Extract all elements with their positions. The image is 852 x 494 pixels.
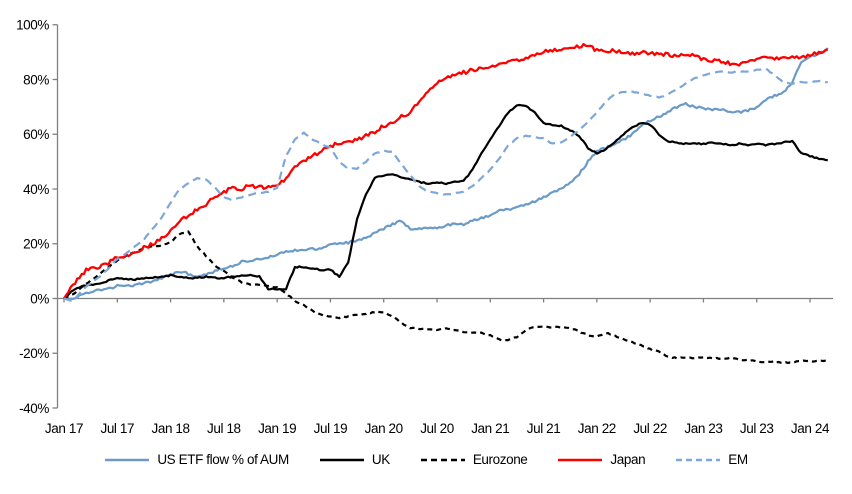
chart-svg: 100% 80% 60% 40% 20% 0% -20% -40% Jan 17 Jul 17 Ja… [16,18,833,436]
legend-line-eurozone-icon [420,458,465,461]
y-tick-label: -20% [19,346,49,361]
x-tick-label: Jan 20 [365,421,403,436]
x-tick-label: Jan 22 [578,421,616,436]
x-tick-label: Jan 23 [684,421,722,436]
legend-item-eurozone: Eurozone [420,452,528,467]
series-line-4 [63,67,828,302]
series-line-3 [63,42,829,300]
x-tick-label: Jul 23 [740,421,774,436]
y-tick-label: 0% [30,291,49,306]
series-line-2 [63,230,828,364]
y-tick-label: 20% [23,237,49,252]
x-tick-label: Jan 19 [258,421,296,436]
legend-line-us-icon [105,458,150,461]
y-tick-label: 60% [23,127,49,142]
legend-line-uk-icon [319,458,364,461]
x-tick-label: Jan 17 [45,421,83,436]
x-tick-label: Jul 22 [633,421,667,436]
y-tick-label: 80% [23,72,49,87]
legend-label-japan: Japan [610,452,646,467]
legend-line-japan-icon [558,458,603,461]
legend-item-uk: UK [319,452,390,467]
legend-item-em: EM [675,452,748,467]
legend-label-eurozone: Eurozone [472,452,528,467]
x-tick-label: Jul 19 [314,421,348,436]
legend-item-us: US ETF flow % of AUM [104,452,289,467]
x-tick-label: Jul 20 [420,421,454,436]
legend-item-japan: Japan [557,452,646,467]
x-tick-label: Jul 21 [527,421,561,436]
x-tick-label: Jan 24 [791,421,830,436]
legend-label-em: EM [728,452,748,467]
legend-line-em-icon [676,458,721,461]
x-tick-label: Jul 18 [207,421,241,436]
series-line-0 [63,47,829,301]
chart-legend: US ETF flow % of AUM UK Eurozone Japan E… [0,452,852,467]
legend-label-uk: UK [371,452,390,467]
legend-label-us: US ETF flow % of AUM [157,452,289,467]
x-tick-label: Jan 18 [152,421,190,436]
y-tick-label: 40% [23,182,49,197]
x-tick-label: Jan 21 [471,421,509,436]
x-tick-label: Jul 17 [100,421,134,436]
series-line-1 [63,103,828,300]
y-tick-label: 100% [16,18,49,33]
y-tick-label: -40% [19,401,49,416]
